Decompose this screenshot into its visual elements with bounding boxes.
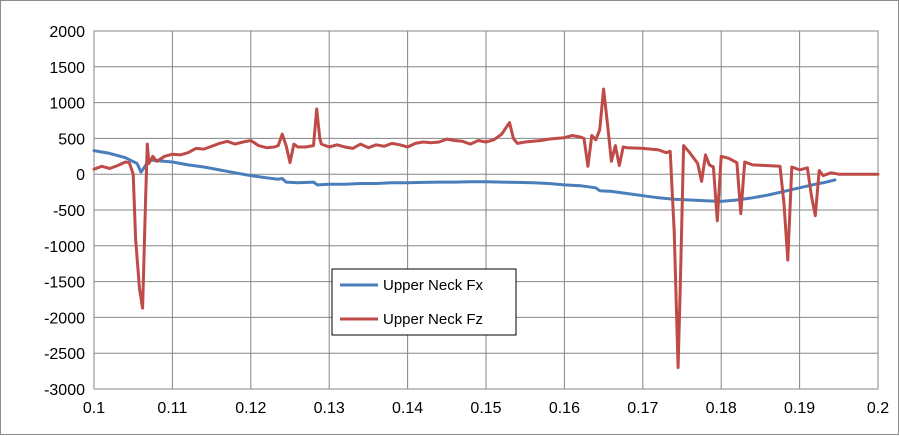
y-tick-label: 500 xyxy=(58,131,85,148)
x-tick-label: 0.2 xyxy=(867,400,889,417)
x-tick-label: 0.18 xyxy=(706,400,737,417)
x-tick-label: 0.13 xyxy=(314,400,345,417)
x-tick-label: 0.1 xyxy=(83,400,105,417)
y-tick-label: -500 xyxy=(53,203,85,220)
x-tick-label: 0.19 xyxy=(784,400,815,417)
x-tick-label: 0.16 xyxy=(549,400,580,417)
legend-label-upper-neck-fx: Upper Neck Fx xyxy=(383,277,484,294)
series-line-upper-neck-fz xyxy=(92,87,880,369)
x-tick-label: 0.17 xyxy=(627,400,658,417)
y-tick-label: 1500 xyxy=(49,60,85,77)
x-tick-label: 0.11 xyxy=(157,400,187,417)
x-tick-label: 0.12 xyxy=(235,400,266,417)
y-tick-label: -1000 xyxy=(44,239,85,256)
x-axis-tick-labels: 0.1 0.11 0.12 0.13 0.14 0.15 0.16 0.17 0.18 0.19 0… xyxy=(83,400,889,417)
y-tick-label: 1000 xyxy=(49,96,85,113)
y-tick-label: 0 xyxy=(76,167,85,184)
y-tick-label: -2500 xyxy=(44,346,85,363)
series-line-upper-neck-fx xyxy=(92,149,837,203)
series-lines xyxy=(92,87,880,369)
y-tick-label: -2000 xyxy=(44,310,85,327)
plot-area xyxy=(93,30,879,390)
y-axis-tick-labels: -3000 -2500 -2000 -1500 -1000 -500 0 500 1000 150… xyxy=(44,24,85,399)
legend-label-upper-neck-fz: Upper Neck Fz xyxy=(383,311,483,328)
y-tick-label: -3000 xyxy=(44,382,85,399)
x-tick-label: 0.15 xyxy=(470,400,501,417)
legend: Upper Neck Fx Upper Neck Fz xyxy=(331,268,517,336)
x-tick-label: 0.14 xyxy=(392,400,423,417)
y-tick-label: -1500 xyxy=(44,275,85,292)
y-tick-label: 2000 xyxy=(49,24,85,41)
legend-box xyxy=(331,268,517,336)
